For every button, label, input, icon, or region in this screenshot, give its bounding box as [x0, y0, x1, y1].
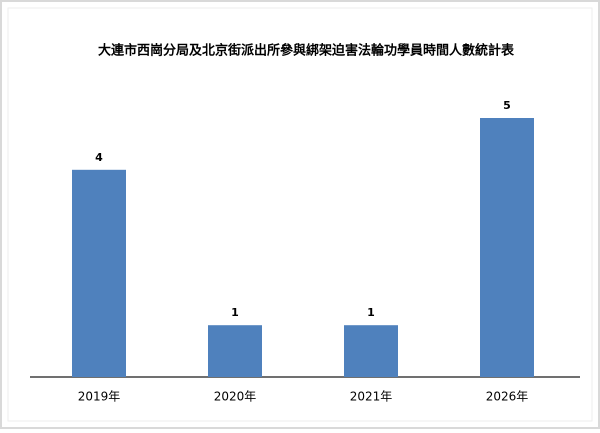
- bar: [344, 325, 398, 377]
- data-label: 4: [95, 151, 103, 164]
- bar: [72, 169, 126, 377]
- data-label: 5: [503, 99, 511, 112]
- bar: [208, 325, 262, 377]
- data-label: 1: [231, 306, 239, 319]
- inner-frame: [7, 7, 593, 422]
- x-tick-label: 2026年: [486, 390, 529, 404]
- bar: [480, 118, 534, 377]
- data-label: 1: [367, 306, 375, 319]
- x-tick-label: 2021年: [350, 390, 393, 404]
- x-tick-label: 2019年: [78, 390, 121, 404]
- chart-title: 大連市西崗分局及北京街派出所參與綁架迫害法輪功學員時間人數統計表: [98, 43, 515, 59]
- x-tick-label: 2020年: [214, 390, 257, 404]
